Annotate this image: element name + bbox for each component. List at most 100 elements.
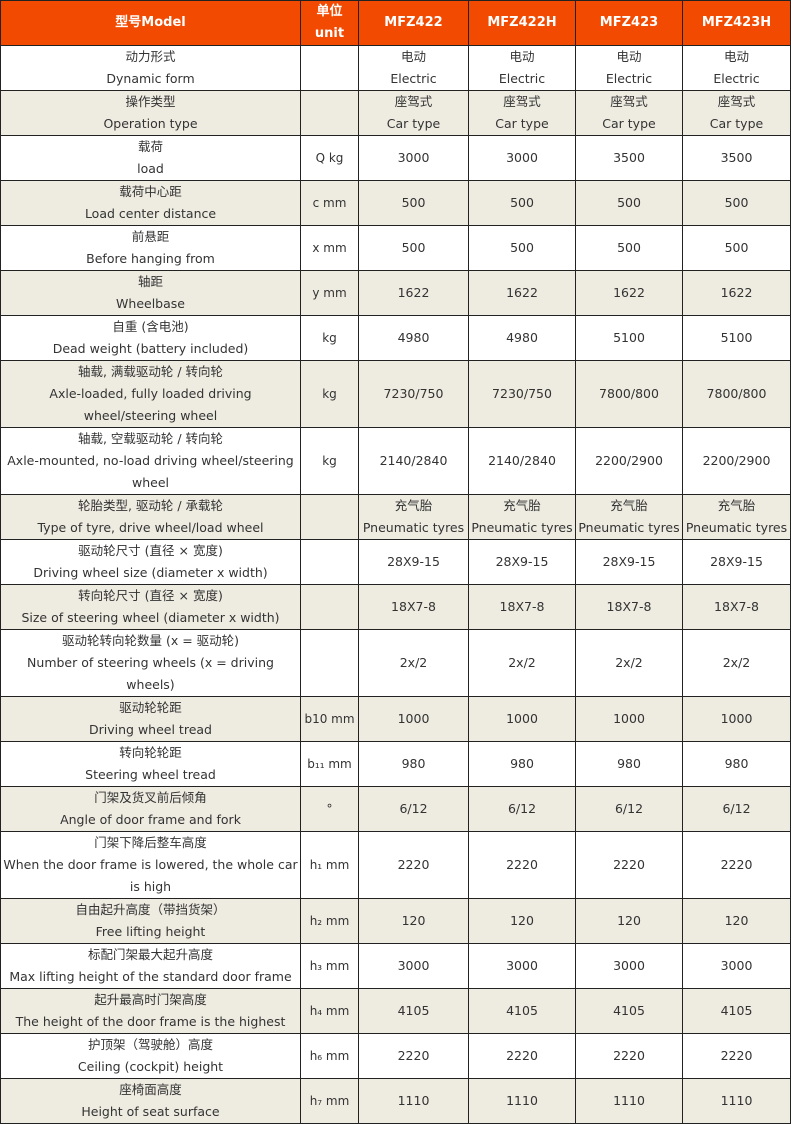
param-en: Steering wheel tread	[85, 767, 216, 782]
table-row: 标配门架最大起升高度 Max lifting height of the stan…	[0, 943, 791, 989]
param-cell: 轴载, 空载驱动轮 / 转向轮 Axle-mounted, no-load dri…	[0, 427, 301, 495]
table-row: 自由起升高度（带挡货架） Free lifting height h₂ mm 120 1…	[0, 898, 791, 944]
unit-header: 单位unit	[300, 0, 359, 46]
value-cell: 2200/2900	[682, 427, 791, 495]
param-zh: 门架及货叉前后倾角	[94, 790, 207, 805]
param-zh: 动力形式	[125, 49, 176, 64]
table-row: 载荷中心距 Load center distance c mm 500 500 500 50…	[0, 180, 791, 226]
unit-cell: b₁₁ mm	[300, 741, 359, 787]
value-cell: 2x/2	[468, 629, 576, 697]
model-col-header: MFZ423	[575, 0, 683, 46]
param-zh: 座椅面高度	[119, 1082, 182, 1097]
value-cell: 1110	[575, 1078, 683, 1124]
param-en: Type of tyre, drive wheel/load wheel	[37, 520, 264, 535]
unit-cell	[300, 629, 359, 697]
param-en: Ceiling (cockpit) height	[77, 1059, 224, 1074]
table-row: 护顶架（驾驶舱）高度 Ceiling (cockpit) height h₆ mm 2…	[0, 1033, 791, 1079]
value-cell: 980	[575, 741, 683, 787]
value-cell: 3000	[358, 943, 469, 989]
table-row: 起升最高时门架高度 The height of the door frame is…	[0, 988, 791, 1034]
value-cell: 2220	[468, 831, 576, 899]
param-en: Dynamic form	[106, 71, 195, 86]
value-cell: 500	[468, 180, 576, 226]
param-zh: 转向轮尺寸 (直径 × 宽度)	[78, 588, 223, 603]
param-cell: 转向轮轮距 Steering wheel tread	[0, 741, 301, 787]
table-row: 驱动轮尺寸 (直径 × 宽度) Driving wheel size (diame…	[0, 539, 791, 585]
param-cell: 起升最高时门架高度 The height of the door frame is…	[0, 988, 301, 1034]
unit-cell	[300, 539, 359, 585]
value-cell: 2220	[682, 1033, 791, 1079]
model-header: 型号Model	[0, 0, 301, 46]
param-zh: 载荷中心距	[119, 184, 182, 199]
table-row: 驱动轮轮距 Driving wheel tread b10 mm 1000 1000 10…	[0, 696, 791, 742]
value-cell: 980	[682, 741, 791, 787]
param-zh: 转向轮轮距	[119, 745, 182, 760]
value-cell: 500	[682, 180, 791, 226]
table-row: 载荷 load Q kg 3000 3000 3500 3500	[0, 135, 791, 181]
param-en: Size of steering wheel (diameter x width…	[21, 610, 280, 625]
param-en: When the door frame is lowered, the whol…	[3, 857, 298, 894]
value-cell: 1000	[682, 696, 791, 742]
value-cell: 500	[468, 225, 576, 271]
model-col-header: MFZ422H	[468, 0, 576, 46]
table-row: 轴载, 满载驱动轮 / 转向轮 Axle-loaded, fully loaded…	[0, 360, 791, 428]
table-row: 操作类型 Operation type 座驾式 Car type 座驾式 Car ty…	[0, 90, 791, 136]
param-zh: 轮胎类型, 驱动轮 / 承载轮	[77, 498, 224, 513]
value-cell: 电动 Electric	[358, 45, 469, 91]
param-zh: 前悬距	[131, 229, 170, 244]
value-cell: 1622	[468, 270, 576, 316]
value-cell: 电动 Electric	[575, 45, 683, 91]
table-row: 动力形式 Dynamic form 电动 Electric 电动 Electric 电动…	[0, 45, 791, 91]
value-cell: 座驾式 Car type	[682, 90, 791, 136]
unit-cell: °	[300, 786, 359, 832]
unit-cell	[300, 494, 359, 540]
value-cell: 1622	[575, 270, 683, 316]
model-col-header: MFZ423H	[682, 0, 791, 46]
param-cell: 动力形式 Dynamic form	[0, 45, 301, 91]
value-cell: 电动 Electric	[682, 45, 791, 91]
value-cell: 4105	[358, 988, 469, 1034]
value-cell: 2x/2	[358, 629, 469, 697]
param-en: Load center distance	[84, 206, 217, 221]
param-en: Axle-loaded, fully loaded driving wheel/…	[49, 386, 252, 423]
unit-cell: x mm	[300, 225, 359, 271]
value-cell: 4105	[682, 988, 791, 1034]
unit-cell: kg	[300, 427, 359, 495]
table-row: 门架下降后整车高度 When the door frame is lowered,…	[0, 831, 791, 899]
value-cell: 3000	[682, 943, 791, 989]
param-cell: 驱动轮轮距 Driving wheel tread	[0, 696, 301, 742]
value-cell: 1622	[358, 270, 469, 316]
param-cell: 护顶架（驾驶舱）高度 Ceiling (cockpit) height	[0, 1033, 301, 1079]
unit-cell: kg	[300, 315, 359, 361]
table-row: 轮胎类型, 驱动轮 / 承载轮 Type of tyre, drive wheel…	[0, 494, 791, 540]
param-cell: 门架及货叉前后倾角 Angle of door frame and fork	[0, 786, 301, 832]
unit-cell: Q kg	[300, 135, 359, 181]
param-zh: 自由起升高度（带挡货架）	[75, 902, 226, 917]
value-cell: 4980	[358, 315, 469, 361]
value-cell: 18X7-8	[575, 584, 683, 630]
param-zh: 载荷	[137, 139, 163, 154]
value-cell: 1000	[358, 696, 469, 742]
value-cell: 28X9-15	[682, 539, 791, 585]
value-cell: 2140/2840	[468, 427, 576, 495]
value-cell: 充气胎 Pneumatic tyres	[358, 494, 469, 540]
table-row: 座椅面高度 Height of seat surface h₇ mm 1110 1110…	[0, 1078, 791, 1124]
param-zh: 门架下降后整车高度	[94, 835, 207, 850]
value-cell: 980	[468, 741, 576, 787]
value-cell: 2220	[468, 1033, 576, 1079]
value-cell: 3500	[575, 135, 683, 181]
value-cell: 2220	[682, 831, 791, 899]
value-cell: 充气胎 Pneumatic tyres	[575, 494, 683, 540]
value-cell: 2200/2900	[575, 427, 683, 495]
table-row: 门架及货叉前后倾角 Angle of door frame and fork ° 6/…	[0, 786, 791, 832]
param-cell: 自重 (含电池) Dead weight (battery included)	[0, 315, 301, 361]
param-cell: 轮胎类型, 驱动轮 / 承载轮 Type of tyre, drive wheel…	[0, 494, 301, 540]
param-zh: 轴距	[137, 274, 163, 289]
value-cell: 4105	[575, 988, 683, 1034]
value-cell: 1110	[682, 1078, 791, 1124]
value-cell: 5100	[682, 315, 791, 361]
model-col-header: MFZ422	[358, 0, 469, 46]
value-cell: 充气胎 Pneumatic tyres	[682, 494, 791, 540]
value-cell: 2220	[575, 831, 683, 899]
